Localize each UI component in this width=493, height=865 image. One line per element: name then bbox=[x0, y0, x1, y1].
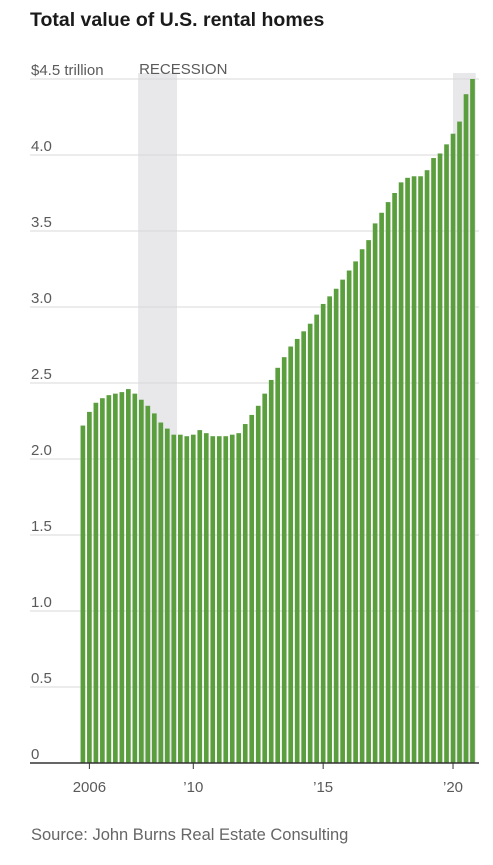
bar bbox=[132, 393, 138, 763]
x-tick-label: ’10 bbox=[183, 779, 203, 796]
bars bbox=[80, 79, 475, 764]
bar bbox=[164, 428, 170, 763]
x-tick-label: ’15 bbox=[313, 779, 333, 796]
bar bbox=[80, 425, 86, 763]
bar bbox=[327, 296, 332, 763]
x-axis: 2006 ’10 ’15 ’20 bbox=[30, 762, 479, 796]
bar bbox=[431, 158, 436, 764]
bar bbox=[184, 436, 190, 763]
bar bbox=[229, 434, 235, 763]
bar bbox=[346, 270, 352, 763]
x-tick-label: 2006 bbox=[73, 779, 106, 796]
bar bbox=[106, 395, 112, 763]
bar bbox=[333, 288, 339, 763]
bar bbox=[411, 176, 417, 763]
bar bbox=[450, 133, 456, 764]
bar bbox=[340, 279, 345, 763]
bar bbox=[216, 436, 222, 763]
bar bbox=[190, 434, 196, 763]
bar bbox=[113, 393, 118, 763]
y-tick-label: 0.5 bbox=[31, 670, 52, 687]
bar bbox=[126, 389, 131, 763]
bar bbox=[281, 357, 287, 763]
bar bbox=[171, 434, 177, 763]
bar bbox=[320, 303, 326, 763]
bar bbox=[444, 144, 449, 764]
bar bbox=[242, 424, 248, 763]
bar bbox=[314, 314, 319, 763]
bar bbox=[151, 413, 157, 763]
bar bbox=[197, 430, 203, 763]
bar bbox=[359, 249, 365, 764]
bar bbox=[158, 422, 164, 763]
bar bbox=[353, 261, 358, 763]
bar-chart: RECESSION 0 0.5 1.0 1.5 2.0 2.5 3.0 3.5 4.0 $4.5 … bbox=[30, 61, 479, 796]
bar bbox=[307, 323, 313, 763]
bar bbox=[139, 399, 144, 763]
source-note: Source: John Burns Real Estate Consultin… bbox=[31, 826, 349, 844]
bar bbox=[145, 405, 151, 763]
bar bbox=[405, 177, 410, 764]
bar bbox=[87, 411, 92, 763]
y-tick-label: 0 bbox=[31, 746, 39, 763]
bar bbox=[301, 331, 307, 763]
bar bbox=[398, 182, 404, 764]
bar bbox=[424, 170, 430, 763]
y-tick-label: 1.0 bbox=[31, 594, 52, 611]
bar bbox=[437, 153, 443, 764]
y-tick-label: 3.0 bbox=[31, 290, 52, 307]
bar bbox=[418, 176, 423, 763]
bar bbox=[463, 94, 469, 763]
bar bbox=[177, 434, 183, 763]
y-tick-label: 2.0 bbox=[31, 442, 52, 459]
bar bbox=[457, 121, 462, 763]
y-tick-label: 1.5 bbox=[31, 518, 52, 535]
bar bbox=[294, 338, 300, 763]
bar bbox=[119, 392, 125, 763]
bar bbox=[385, 202, 391, 763]
bar bbox=[392, 193, 397, 763]
bar bbox=[268, 379, 274, 763]
bar bbox=[93, 402, 99, 763]
bar bbox=[249, 414, 255, 763]
bar bbox=[262, 393, 268, 763]
chart-title: Total value of U.S. rental homes bbox=[30, 9, 325, 31]
y-tick-label: 2.5 bbox=[31, 366, 52, 383]
bar bbox=[288, 346, 294, 763]
bar bbox=[366, 240, 371, 763]
bar bbox=[470, 79, 475, 763]
bar bbox=[275, 367, 281, 763]
y-tick-label: $4.5 trillion bbox=[31, 62, 104, 79]
bar bbox=[255, 405, 261, 763]
y-axis-labels: 0 0.5 1.0 1.5 2.0 2.5 3.0 3.5 4.0 $4.5 trillion bbox=[31, 62, 104, 763]
y-tick-label: 4.0 bbox=[31, 138, 52, 155]
bar bbox=[203, 433, 209, 763]
bar bbox=[379, 212, 384, 763]
y-tick-label: 3.5 bbox=[31, 214, 52, 231]
bar bbox=[372, 223, 378, 763]
bar bbox=[236, 433, 242, 763]
gridlines bbox=[30, 78, 479, 688]
x-tick-label: ’20 bbox=[443, 779, 463, 796]
bar bbox=[223, 436, 229, 763]
shaded-region-0 bbox=[138, 73, 178, 763]
bar bbox=[100, 398, 105, 763]
bar bbox=[210, 436, 216, 763]
recession-label: RECESSION bbox=[139, 61, 227, 78]
